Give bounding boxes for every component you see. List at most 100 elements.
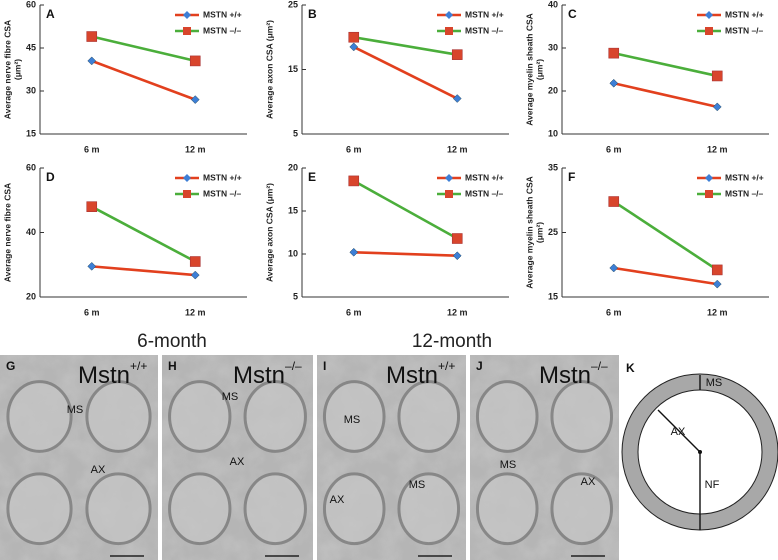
panel-label: D	[46, 170, 55, 184]
y-tick-label: 30	[26, 85, 36, 95]
series-line	[613, 51, 718, 78]
marker	[451, 233, 463, 244]
panel-label: I	[323, 359, 326, 373]
panel-label: H	[168, 359, 177, 373]
center-dot	[698, 450, 702, 454]
legend-label: MSTN –/–	[465, 25, 504, 35]
legend-label: MSTN +/+	[203, 172, 242, 182]
line-chart: 5 15 25 6 m 12 m Average axon CSA (μm²) B MSTN …	[264, 0, 509, 154]
legend-label: MSTN +/+	[725, 9, 764, 19]
line-chart: 5 10 15 20 6 m 12 m Average axon CSA (μm²) E MST…	[264, 162, 509, 317]
genotype-superscript: –/–	[285, 359, 302, 373]
genotype-label: Mstn–/–	[539, 359, 608, 389]
structure-label: AX	[330, 494, 345, 506]
line-chart: 10 20 30 40 6 m 12 m Average myelin sheath CSA…	[524, 0, 769, 154]
x-tick-label: 6 m	[84, 307, 100, 317]
legend-marker	[705, 190, 713, 198]
series-line	[91, 205, 196, 263]
marker	[190, 270, 200, 280]
marker	[190, 95, 200, 104]
x-tick-label: 6 m	[84, 144, 100, 154]
marker	[87, 56, 97, 66]
marker	[609, 78, 619, 88]
micrograph: I Mstn+/+ MS AX MS	[317, 355, 466, 560]
panel-label: B	[308, 7, 317, 21]
axon-profile	[6, 472, 73, 546]
series-line	[91, 265, 196, 277]
axon-profile	[243, 472, 307, 546]
marker	[348, 175, 360, 187]
panel-label: K	[626, 361, 635, 375]
y-tick-label: 15	[26, 128, 36, 138]
y-tick-label: 35	[548, 162, 558, 172]
y-tick-label: 20	[26, 291, 36, 301]
marker	[349, 42, 359, 52]
axon-profile	[168, 472, 232, 546]
series-line	[91, 59, 196, 101]
panel-label: A	[46, 7, 55, 21]
axon-profile	[322, 472, 386, 546]
legend-marker	[705, 11, 713, 19]
y-tick-label: 10	[548, 128, 558, 138]
x-tick-label: 6 m	[606, 144, 622, 154]
legend-label: MSTN +/+	[465, 9, 504, 19]
marker	[452, 94, 462, 103]
structure-label: AX	[91, 464, 106, 476]
axon-profile	[322, 380, 386, 453]
panel-label: G	[6, 359, 15, 373]
y-axis-label: Average axon CSA (μm²)	[264, 183, 274, 282]
legend-label: MSTN –/–	[725, 188, 764, 198]
axon-profile	[6, 380, 73, 453]
y-axis-label: Average nerve fibre CSA	[2, 183, 12, 282]
structure-label: NF	[705, 479, 720, 491]
marker	[608, 196, 620, 207]
axon-profile	[243, 380, 307, 453]
structure-label: MS	[409, 479, 426, 491]
legend-marker	[445, 11, 453, 19]
y-axis-label: (μm²)	[534, 59, 544, 80]
y-tick-label: 5	[293, 128, 298, 138]
legend-marker	[445, 174, 453, 182]
series-line	[613, 266, 718, 286]
y-tick-label: 20	[548, 85, 558, 95]
x-tick-label: 12 m	[447, 307, 468, 317]
legend-marker	[445, 27, 453, 35]
y-tick-label: 40	[26, 227, 36, 237]
legend-label: MSTN –/–	[725, 25, 764, 35]
micrograph: G Mstn+/+ MS AX	[0, 355, 158, 560]
legend-label: MSTN +/+	[203, 9, 242, 19]
x-tick-label: 12 m	[447, 144, 468, 154]
y-tick-label: 5	[293, 291, 298, 301]
y-tick-label: 15	[288, 205, 298, 215]
legend-marker	[705, 174, 713, 182]
section-heading: 6-month	[137, 331, 207, 352]
legend-marker	[183, 174, 191, 182]
series-line	[91, 35, 196, 63]
genotype-superscript: –/–	[591, 359, 608, 373]
y-tick-label: 15	[288, 64, 298, 74]
marker	[712, 102, 722, 112]
y-tick-label: 10	[288, 248, 298, 258]
diagram: K MS AX NF	[621, 361, 778, 531]
series-line	[353, 179, 458, 240]
y-tick-label: 20	[288, 162, 298, 172]
genotype: Mstn	[233, 362, 285, 389]
genotype-label: Mstn+/+	[386, 359, 455, 389]
ax-arrow	[657, 409, 701, 453]
axon-profile	[550, 380, 614, 453]
axon-profile	[168, 380, 232, 453]
structure-label: AX	[230, 456, 245, 468]
y-axis-label: Average myelin sheath CSA	[524, 176, 534, 289]
genotype: Mstn	[386, 362, 438, 389]
axon-profile	[550, 472, 614, 546]
legend-label: MSTN +/+	[465, 172, 504, 182]
legend-label: MSTN +/+	[725, 172, 764, 182]
structure-label: MS	[344, 414, 361, 426]
marker	[189, 256, 201, 267]
structure-label: MS	[706, 377, 723, 389]
legend-marker	[183, 11, 191, 19]
x-tick-label: 12 m	[707, 144, 728, 154]
panel-label: F	[568, 170, 575, 184]
genotype-superscript: +/+	[130, 359, 147, 373]
legend-label: MSTN –/–	[203, 188, 242, 198]
